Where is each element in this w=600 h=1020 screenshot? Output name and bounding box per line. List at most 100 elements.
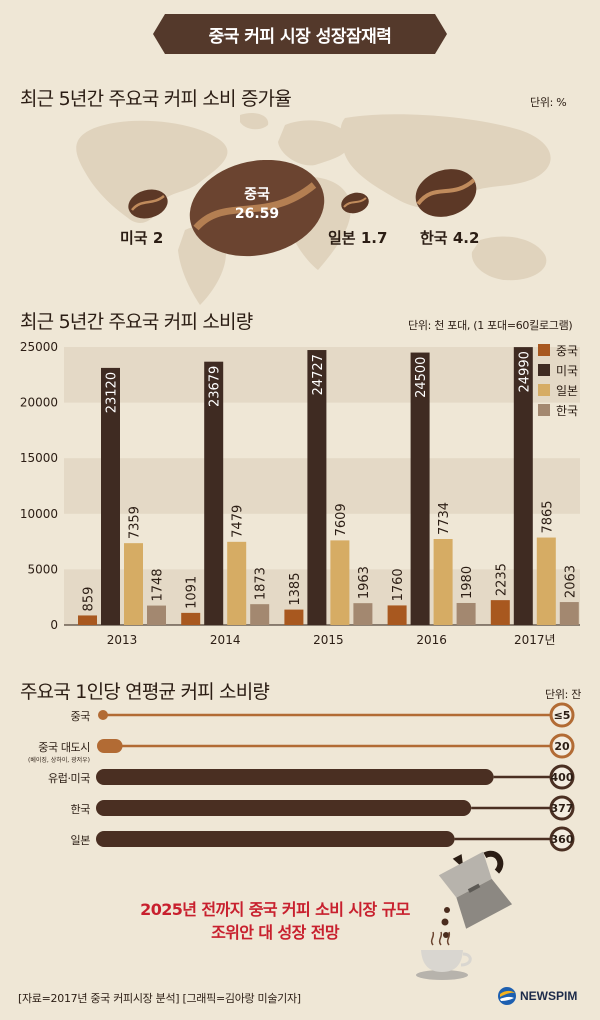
legend-swatch-한국: [538, 404, 550, 416]
bar-일본-2017년: [536, 537, 556, 625]
bar-미국-2017년: [513, 347, 533, 625]
percap-unit: 단위: 잔: [545, 688, 582, 701]
bar-value-label: 1760: [391, 568, 406, 601]
percap-bar-중국: [98, 710, 108, 720]
bar-value-label: 24990: [517, 351, 532, 392]
bar-value-label: 2235: [494, 563, 509, 596]
percap-end-circle: [549, 733, 575, 759]
bar-value-label: 23120: [105, 372, 120, 413]
bar-일본-2015: [330, 540, 350, 625]
bar-value-label: 1091: [185, 576, 200, 609]
percap-value-label: 400: [551, 771, 574, 784]
consumption-section-title: 최근 5년간 주요국 커피 소비량: [20, 311, 253, 333]
bar-value-label: 7479: [231, 505, 246, 538]
bar-중국-2015: [284, 609, 304, 625]
percap-section-title: 주요국 1인당 연평균 커피 소비량: [20, 681, 270, 703]
bar-미국-2013: [101, 367, 120, 625]
y-tick-label: 20000: [20, 396, 58, 410]
percap-end-circle: [549, 795, 575, 821]
growth-item-korea: 한국 4.2: [420, 229, 480, 247]
growth-unit: 단위: %: [530, 96, 567, 109]
percap-end-circle: [549, 826, 575, 852]
y-tick-label: 5000: [27, 562, 58, 576]
bar-일본-2013: [124, 543, 143, 625]
percap-bar-유럽·미국: [96, 769, 494, 785]
bar-미국-2014: [204, 361, 224, 625]
bar-미국-2016: [410, 352, 430, 625]
bar-한국-2017년: [559, 602, 579, 625]
brand-name: NEWSPIM: [520, 989, 578, 1003]
bean-usa-icon: [128, 189, 168, 219]
y-tick-label: 25000: [20, 340, 58, 354]
legend-label-미국: 미국: [556, 364, 578, 378]
percap-label-china-cities: 중국 대도시: [38, 741, 90, 754]
bar-일본-2014: [227, 541, 247, 625]
bar-value-label: 1873: [254, 567, 269, 600]
percap-bar-중국 대도시: [97, 739, 123, 753]
bar-value-label: 7359: [128, 506, 143, 539]
bean-korea-icon: [415, 169, 477, 217]
percap-value-label: ≤5: [554, 709, 571, 722]
bar-중국-2017년: [490, 600, 510, 625]
percap-label-eu-us: 유럽·미국: [48, 772, 90, 785]
legend-swatch-중국: [538, 344, 550, 356]
bar-한국-2014: [250, 604, 270, 625]
bar-미국-2015: [307, 350, 327, 625]
moka-pot-icon: [416, 850, 513, 980]
percap-label-china: 중국: [70, 710, 91, 723]
x-tick-label: 2017년: [514, 633, 556, 647]
y-tick-label: 15000: [20, 451, 58, 465]
consumption-bar-chart: 0 5000 10000 15000 20000 25000 859 23120 7359 174…: [20, 340, 580, 647]
page-title-banner: 중국 커피 시장 성장잠재력: [153, 14, 447, 54]
bar-한국-2013: [147, 605, 166, 625]
percap-label-korea: 한국: [70, 803, 91, 816]
bar-value-label: 1748: [151, 568, 166, 601]
coffee-cup-icon: [416, 931, 472, 980]
bar-value-label: 1385: [288, 573, 303, 606]
bar-중국-2016: [387, 605, 407, 625]
legend-label-중국: 중국: [556, 344, 578, 358]
bar-일본-2016: [433, 538, 453, 625]
percap-bar-일본: [96, 831, 455, 847]
legend-swatch-미국: [538, 364, 550, 376]
percap-label-japan: 일본: [70, 834, 91, 847]
percap-value-label: 360: [551, 833, 574, 846]
bar-value-label: 7609: [334, 503, 349, 536]
bean-japan-icon: [341, 192, 369, 214]
growth-item-china: 중국 26.59: [234, 187, 280, 222]
headline-line2: 조위안 대 성장 전망: [211, 923, 339, 942]
y-tick-label: 10000: [20, 507, 58, 521]
percap-value-label: 20: [554, 740, 570, 753]
growth-item-usa: 미국 2: [120, 229, 164, 247]
percap-end-circle: [549, 764, 575, 790]
growth-section-title: 최근 5년간 주요국 커피 소비 증가율: [20, 88, 292, 110]
x-tick-label: 2016: [416, 633, 447, 647]
percap-bar-chart: ≤5 20 400 377 360: [96, 702, 575, 852]
percap-value-label: 377: [551, 802, 574, 815]
bar-value-label: 1963: [357, 566, 372, 599]
headline: 2025년 전까지 중국 커피 소비 시장 규모 조위안 대 성장 전망: [110, 898, 440, 944]
bar-value-label: 2063: [563, 565, 578, 598]
brand-logo: NEWSPIM: [497, 986, 577, 1006]
bar-value-label: 7865: [540, 500, 555, 533]
bar-value-label: 7734: [437, 502, 452, 535]
percap-end-circle: [549, 702, 575, 728]
coffee-beans: [128, 160, 477, 257]
percap-bar-한국: [96, 800, 472, 816]
bar-value-label: 24727: [311, 354, 326, 395]
x-tick-label: 2015: [313, 633, 344, 647]
x-tick-label: 2014: [210, 633, 241, 647]
headline-line1: 2025년 전까지 중국 커피 소비 시장 규모: [140, 900, 410, 919]
consumption-unit: 단위: 천 포대, (1 포대=60킬로그램): [408, 319, 573, 332]
x-tick-label: 2013: [107, 633, 138, 647]
page-title: 중국 커피 시장 성장잠재력: [208, 26, 392, 47]
bar-value-label: 23679: [208, 366, 223, 407]
percap-label-china-cities-note: (베이징, 상하이, 광저우): [28, 757, 90, 764]
y-tick-label: 0: [50, 618, 58, 632]
bean-china-icon: [189, 160, 325, 257]
footer-source: [자료=2017년 중국 커피시장 분석] [그래픽=김아랑 미술기자]: [18, 992, 301, 1005]
legend-swatch-일본: [538, 384, 550, 396]
bar-value-label: 859: [82, 587, 97, 612]
bar-한국-2015: [353, 603, 373, 625]
bar-중국-2013: [78, 615, 97, 625]
